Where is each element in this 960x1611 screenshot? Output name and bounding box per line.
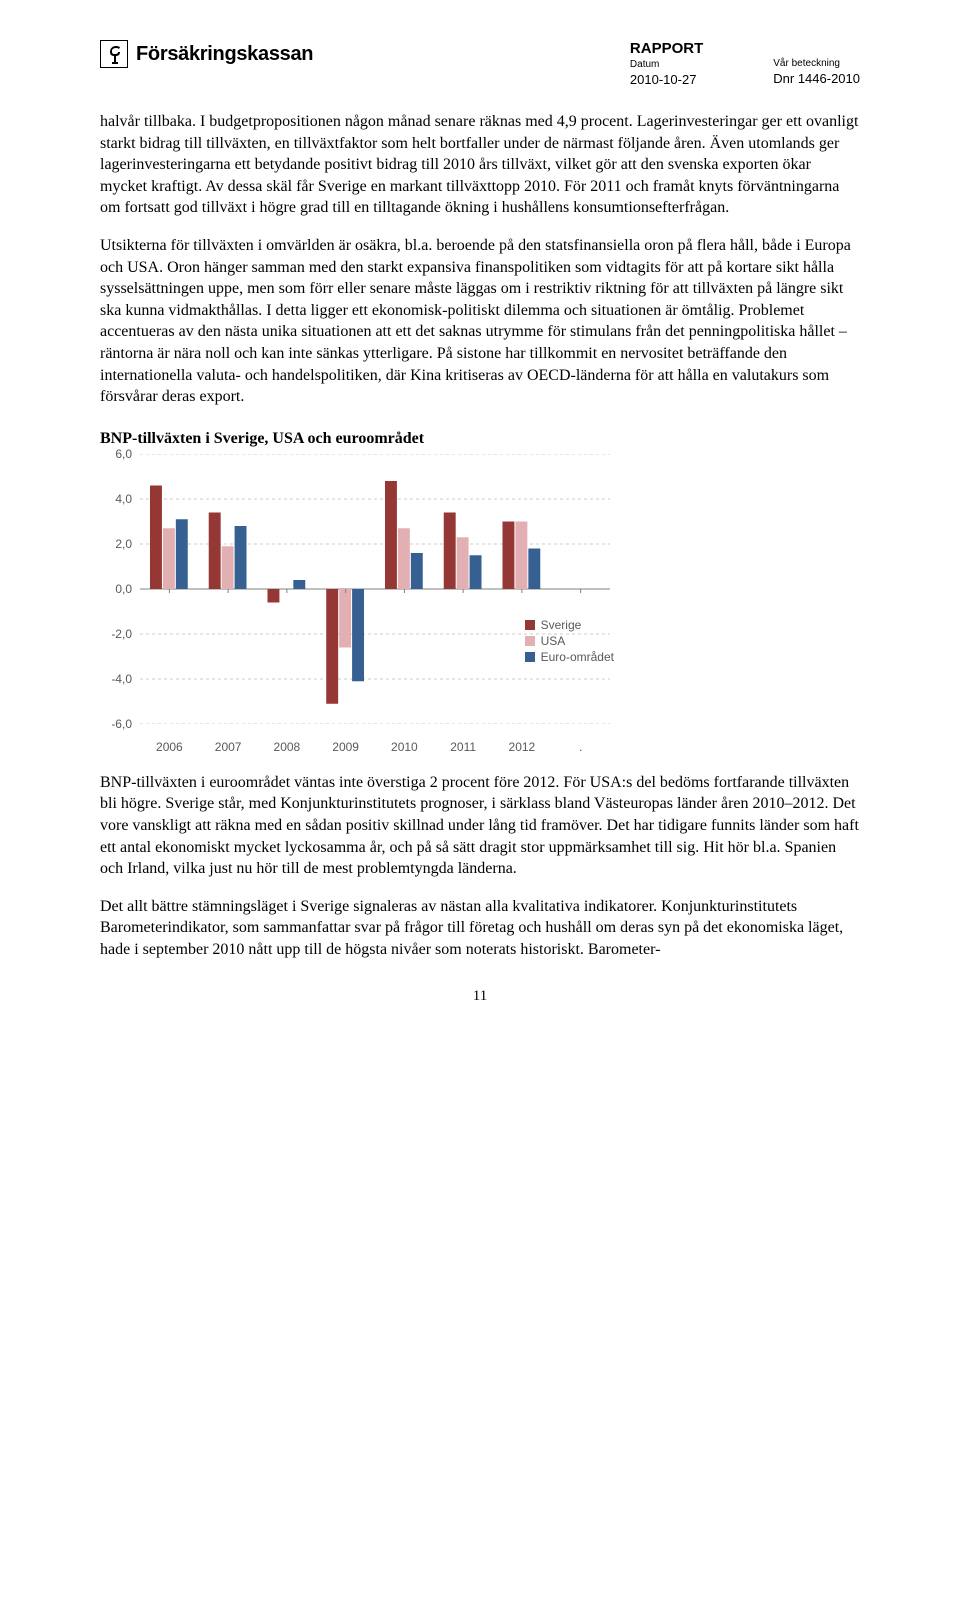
chart-legend: SverigeUSAEuro-området [525, 618, 614, 666]
header-meta: RAPPORT Datum 2010-10-27 Vår beteckning … [630, 40, 860, 87]
ref-label: Vår beteckning [773, 58, 860, 69]
ref-value: Dnr 1446-2010 [773, 71, 860, 86]
paragraph-4: Det allt bättre stämningsläget i Sverige… [100, 896, 860, 961]
chart-plot-area [140, 454, 610, 724]
document-header: Försäkringskassan RAPPORT Datum 2010-10-… [100, 40, 860, 87]
org-logo: Försäkringskassan [100, 40, 313, 68]
doc-type: RAPPORT [630, 40, 703, 57]
bnp-chart: 6,04,02,00,0-2,0-4,0-6,0 200620072008200… [100, 454, 610, 754]
date-value: 2010-10-27 [630, 72, 703, 87]
date-label: Datum [630, 59, 703, 70]
logo-icon [100, 40, 128, 68]
org-name: Försäkringskassan [136, 43, 313, 66]
chart-heading: BNP-tillväxten i Sverige, USA och euroom… [100, 430, 860, 448]
page-number: 11 [100, 988, 860, 1005]
chart-x-axis-labels: 2006200720082009201020112012. [140, 740, 610, 754]
paragraph-1: halvår tillbaka. I budgetpropositionen n… [100, 111, 860, 219]
chart-y-axis-labels: 6,04,02,00,0-2,0-4,0-6,0 [100, 454, 136, 724]
paragraph-3: BNP-tillväxten i euroområdet väntas inte… [100, 772, 860, 880]
paragraph-2: Utsikterna för tillväxten i omvärlden är… [100, 235, 860, 408]
